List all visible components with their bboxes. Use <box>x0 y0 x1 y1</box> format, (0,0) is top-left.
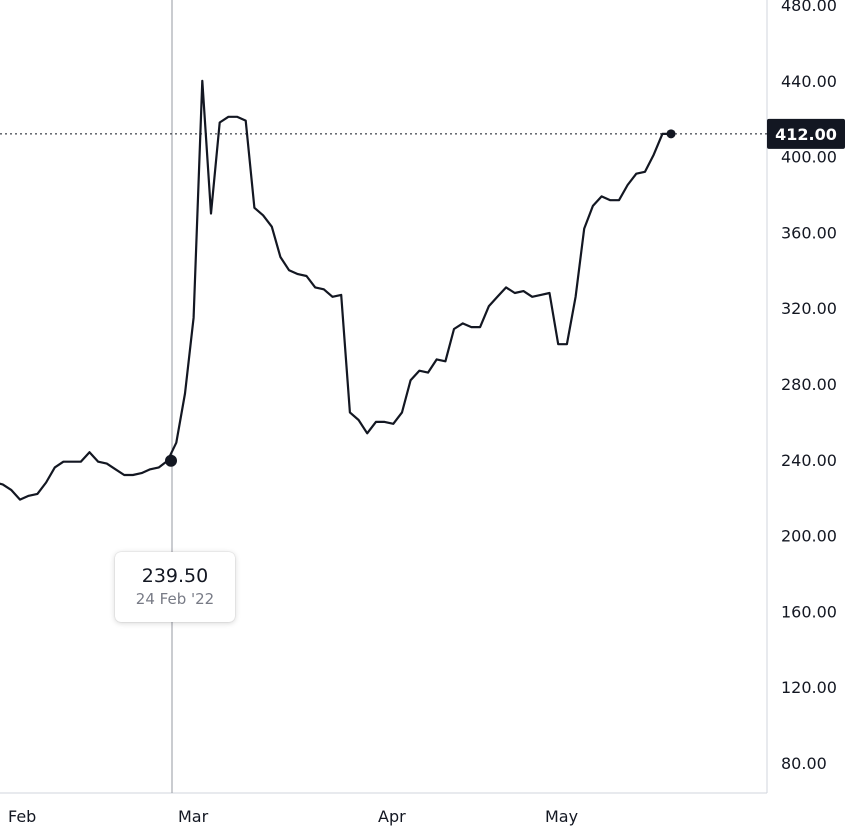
y-tick-label: 80.00 <box>781 754 827 773</box>
y-tick-label: 120.00 <box>781 678 837 697</box>
y-tick-label: 160.00 <box>781 602 837 621</box>
last-price-badge: 412.00 <box>767 118 845 149</box>
y-tick-label: 400.00 <box>781 148 837 167</box>
y-tick-label: 240.00 <box>781 451 837 470</box>
x-tick-label: Mar <box>178 807 209 826</box>
y-tick-label: 320.00 <box>781 299 837 318</box>
x-axis: Feb Mar Apr May <box>8 807 578 826</box>
crosshair-point-marker <box>165 454 177 467</box>
last-price-badge-label: 412.00 <box>775 125 837 144</box>
tooltip-value: 239.50 <box>141 565 209 587</box>
crosshair-tooltip: 239.50 24 Feb '22 <box>115 552 235 622</box>
tooltip-date: 24 Feb '22 <box>135 590 215 608</box>
y-tick-label: 440.00 <box>781 72 837 91</box>
last-price-badge-background <box>767 118 845 149</box>
x-tick-label: Feb <box>8 807 36 826</box>
y-tick-label: 280.00 <box>781 375 837 394</box>
y-tick-label: 360.00 <box>781 223 837 242</box>
x-tick-label: Apr <box>378 807 406 826</box>
y-axis: 80.00 120.00 160.00 200.00 240.00 280.00 320.0… <box>781 0 837 773</box>
price-series-line <box>0 79 671 501</box>
y-tick-label: 200.00 <box>781 527 837 546</box>
last-point-marker <box>666 129 676 139</box>
y-tick-label: 480.00 <box>781 0 837 15</box>
x-tick-label: May <box>545 807 578 826</box>
